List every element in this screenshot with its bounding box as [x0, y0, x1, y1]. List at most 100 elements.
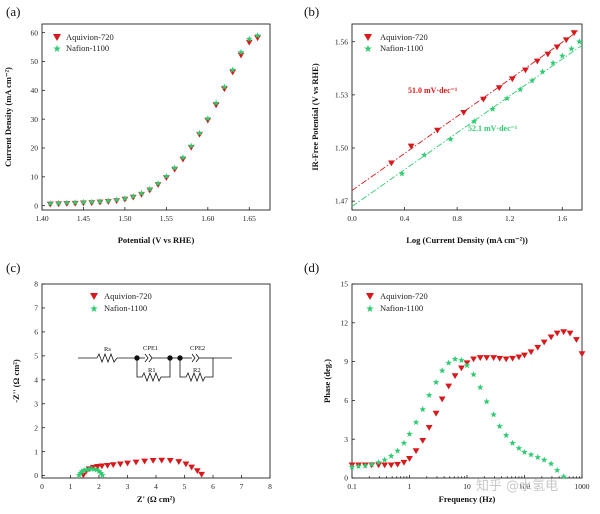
data-point-aquivion — [470, 356, 477, 363]
data-point-nafion — [348, 463, 356, 470]
data-point-nafion — [99, 471, 106, 478]
panel-c-frame — [41, 283, 271, 479]
data-point-nafion — [97, 469, 105, 476]
data-point-nafion — [246, 35, 253, 42]
panel-b-ylabel: IR-Free Potential (V vs RHE) — [310, 63, 320, 171]
data-point-aquivion — [166, 457, 174, 464]
data-point-nafion — [138, 189, 145, 197]
data-point-nafion — [540, 456, 548, 463]
data-point-aquivion — [132, 459, 140, 466]
legend-marker-aquivion — [90, 293, 98, 300]
data-point-aquivion — [196, 131, 203, 138]
panel-d-label: (d) — [304, 260, 319, 275]
data-point-aquivion — [445, 383, 453, 390]
data-point-aquivion — [400, 459, 408, 466]
panel-c: (c) 0 1 2 3 4 5 6 7 8 0 1 2 3 4 5 6 7 8 Aquivion-720 ★ Na… — [6, 260, 272, 504]
legend-marker-nafion: ★ — [366, 304, 375, 315]
x-tick-label: 1.45 — [77, 214, 90, 223]
x-tick-label: 0.8 — [452, 214, 462, 223]
data-point-nafion — [419, 406, 426, 413]
data-point-aquivion — [124, 460, 131, 467]
y-tick-label: 15 — [341, 280, 349, 289]
resistor-r1-symbol — [136, 358, 171, 383]
data-point-nafion — [502, 431, 510, 439]
data-point-aquivion — [490, 355, 497, 361]
data-point-nafion — [576, 38, 583, 45]
panel-c-label: (c) — [6, 260, 20, 275]
legend-label-aquivion: Aquivion-720 — [380, 32, 428, 42]
data-point-nafion — [528, 77, 536, 84]
panel-d-ticks: 0.1 1 10 100 1000 0 3 6 9 12 15 — [341, 280, 590, 491]
data-point-aquivion — [229, 69, 237, 76]
data-point-aquivion — [560, 329, 568, 336]
y-tick-label: 7 — [34, 304, 38, 313]
data-point-nafion — [412, 418, 420, 426]
panel-c-ticks: 0 1 2 3 4 5 6 7 8 0 1 2 3 4 5 6 7 8 — [34, 280, 272, 491]
data-point-nafion — [503, 95, 511, 102]
data-point-aquivion — [562, 37, 570, 44]
data-point-nafion — [470, 118, 478, 125]
panel-a-marks — [46, 32, 261, 208]
data-point-aquivion — [515, 354, 523, 361]
data-point-aquivion — [245, 39, 253, 46]
panel-a: (a) 1.40 1.45 1.50 1.55 1.60 1.65 0 10 20 30 40 50 6… — [3, 4, 271, 245]
data-point-nafion — [96, 197, 104, 205]
cpe2-symbol — [191, 353, 200, 363]
panel-a-legend: Aquivion-720 ★ Nafion-1100 — [53, 32, 114, 55]
data-point-nafion — [438, 367, 446, 374]
panel-a-frame — [41, 23, 271, 211]
y-tick-label: 6 — [34, 328, 38, 337]
circuit-label-r1: R1 — [148, 367, 156, 374]
y-tick-label: 40 — [31, 86, 39, 95]
panel-d-xlabel: Frequency (Hz) — [439, 494, 496, 504]
y-tick-label: 1 — [34, 447, 38, 456]
data-point-nafion — [229, 66, 236, 73]
x-tick-label: 1.60 — [201, 214, 214, 223]
panel-c-ylabel: -Z'' (Ω cm²) — [11, 359, 21, 403]
data-point-nafion — [521, 448, 528, 455]
data-point-nafion — [80, 198, 87, 205]
legend-label-aquivion: Aquivion-720 — [104, 291, 152, 301]
data-point-aquivion — [508, 76, 516, 83]
data-point-aquivion — [182, 461, 190, 468]
data-point-nafion — [121, 195, 129, 202]
cpe1-symbol — [144, 353, 153, 363]
panel-b-frame — [351, 23, 583, 211]
panel-b-marks — [351, 30, 583, 207]
data-point-aquivion — [553, 330, 561, 337]
data-point-aquivion — [406, 456, 413, 462]
data-point-aquivion — [175, 459, 183, 465]
x-tick-label: 0.1 — [347, 482, 357, 491]
data-point-aquivion — [419, 437, 427, 444]
x-tick-label: 0 — [40, 482, 44, 491]
data-point-nafion — [254, 32, 261, 39]
data-point-nafion — [179, 154, 187, 161]
data-point-nafion — [483, 398, 490, 405]
legend-marker-nafion: ★ — [364, 44, 373, 55]
data-point-aquivion — [451, 373, 459, 380]
data-point-nafion — [204, 115, 212, 122]
data-point-aquivion — [193, 468, 201, 475]
panel-b-xlabel: Log (Current Density (mA cm⁻²)) — [406, 235, 528, 245]
data-point-aquivion — [188, 464, 196, 471]
data-point-aquivion — [533, 58, 541, 65]
y-tick-label: 9 — [344, 357, 348, 366]
slope-annotation-aquivion: 51.0 mV·dec⁻¹ — [408, 86, 458, 95]
data-point-nafion — [163, 172, 170, 180]
data-point-nafion — [463, 362, 471, 369]
data-point-nafion — [534, 453, 541, 461]
data-point-aquivion — [212, 102, 220, 109]
data-point-nafion — [451, 355, 459, 362]
data-point-nafion — [47, 199, 54, 207]
data-point-nafion — [362, 462, 369, 469]
data-point-nafion — [515, 444, 523, 451]
data-point-nafion — [400, 439, 408, 446]
legend-label-nafion: Nafion-1100 — [380, 303, 423, 313]
y-tick-label: 10 — [31, 172, 39, 181]
x-tick-label: 8 — [268, 482, 272, 491]
data-point-nafion — [355, 462, 362, 470]
panel-c-legend: Aquivion-720 ★ Nafion-1100 — [90, 291, 152, 315]
data-point-nafion — [196, 129, 203, 136]
watermark-text: 知乎 @水氢电 — [476, 478, 558, 494]
fit-line-nafion — [351, 44, 583, 207]
